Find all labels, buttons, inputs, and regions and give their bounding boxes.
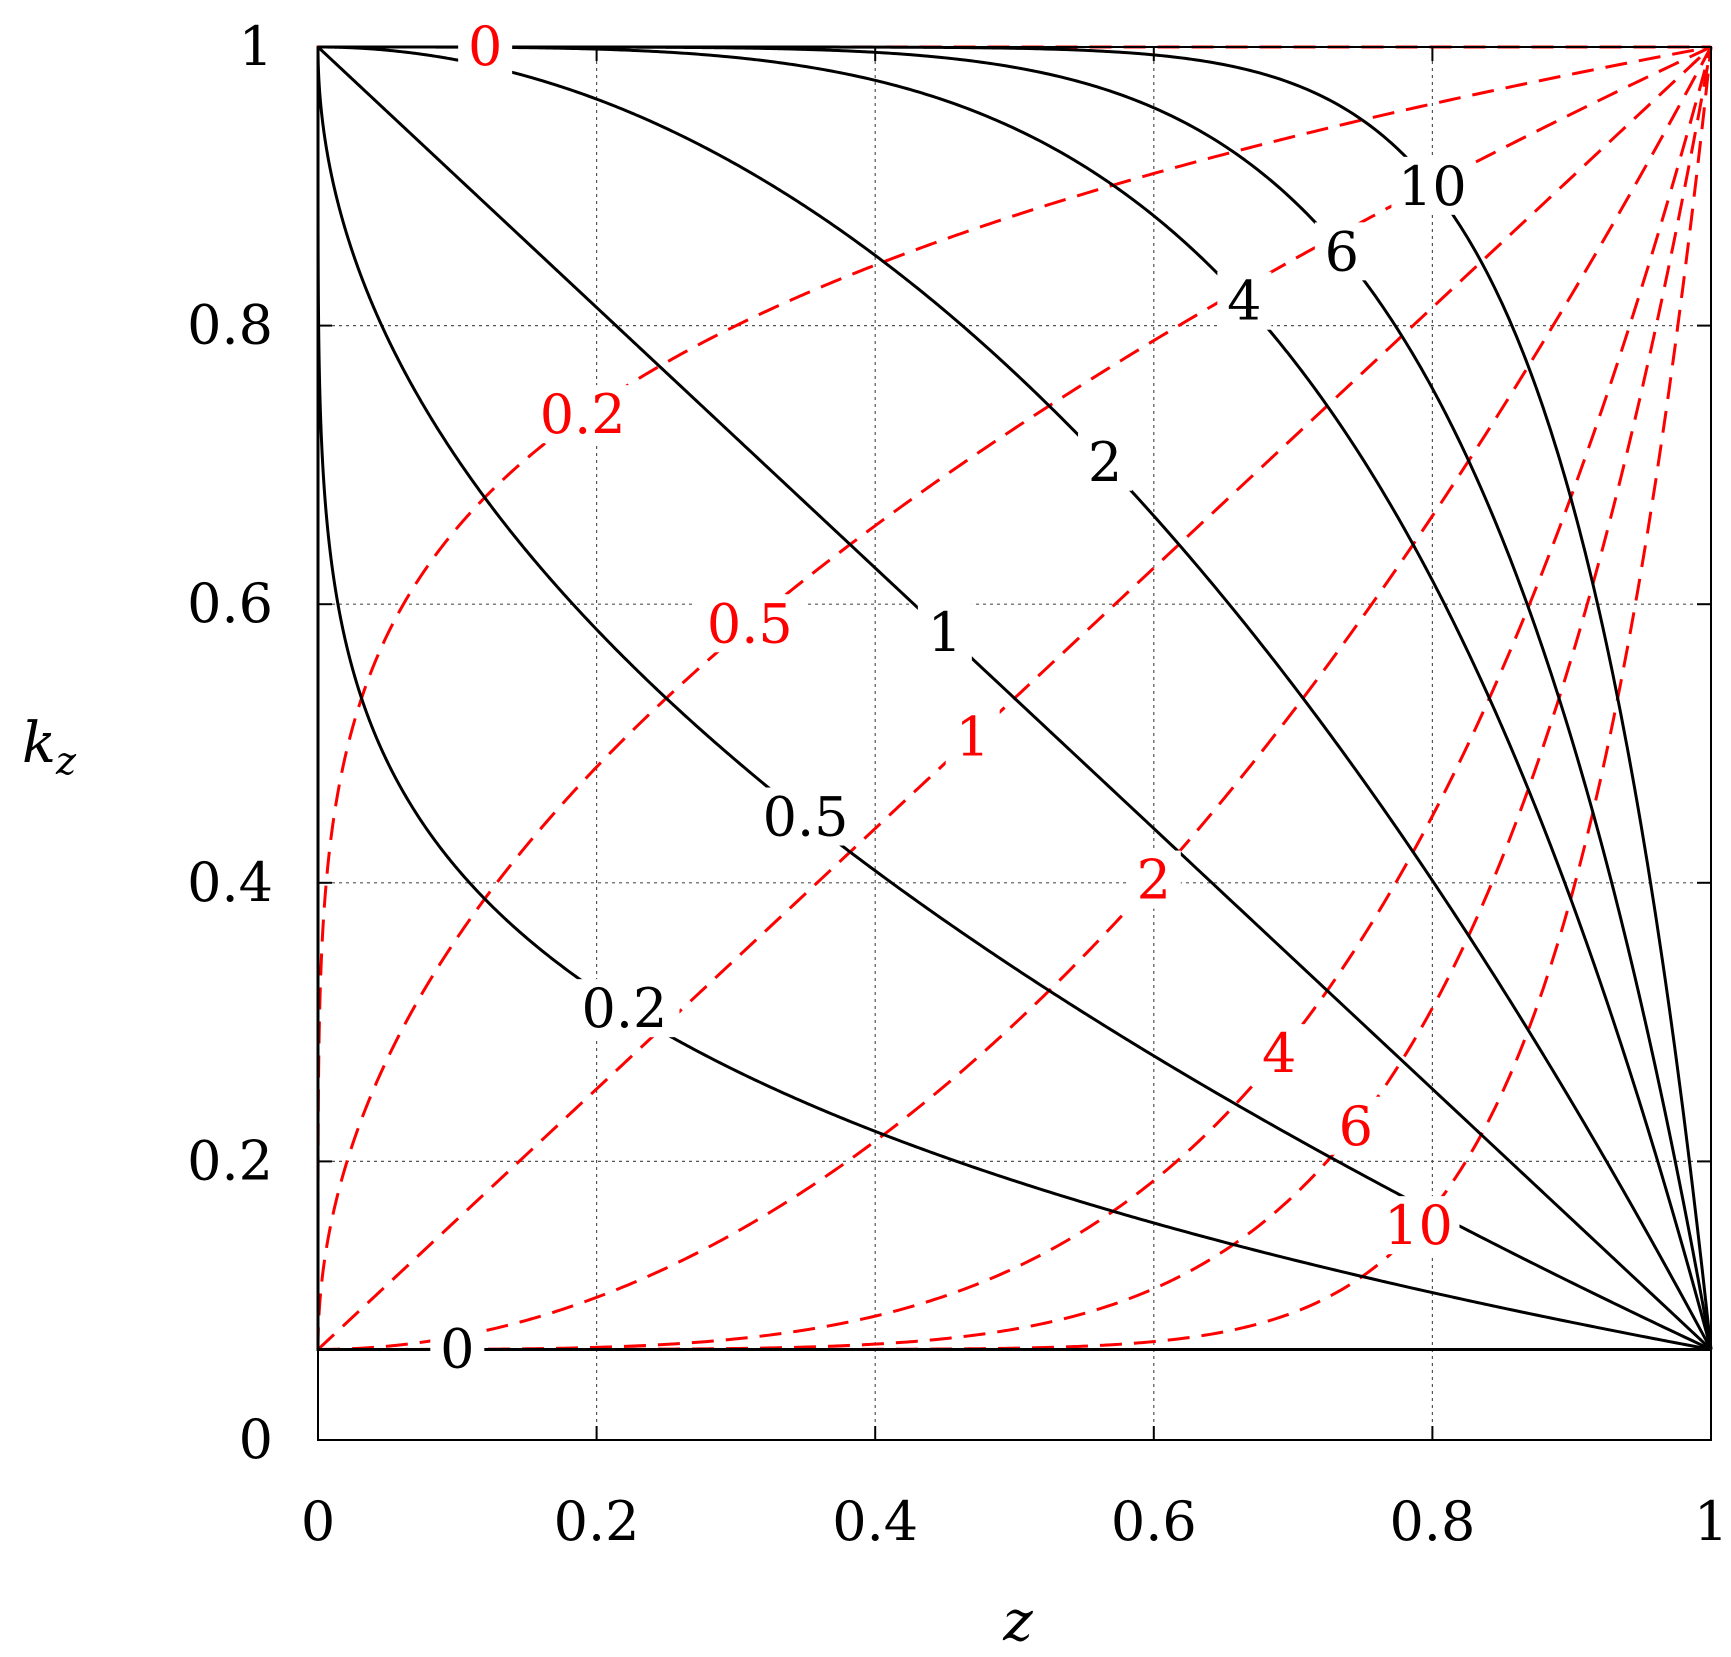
- dashed-curve-label-2: 0.5: [707, 592, 793, 655]
- dashed-curve-label-5: 4: [1262, 1022, 1296, 1085]
- curves-layer: [316, 45, 1713, 1351]
- solid-curve-label-bg-6: [1314, 222, 1369, 281]
- dashed-curve-label-group-2: 0.5: [694, 592, 805, 655]
- dashed-curve-label-4: 2: [1137, 849, 1171, 912]
- solid-curve-label-bg-3: [917, 603, 972, 662]
- solid-curve-label-bg-1: [569, 979, 680, 1038]
- solid-curve-label-0: 0: [440, 1317, 474, 1380]
- solid-curve-2: [316, 47, 1712, 1351]
- dashed-curve-3: [316, 45, 1713, 1351]
- solid-curve-label-4: 2: [1088, 431, 1122, 494]
- x-axis-label: z: [1002, 1589, 1033, 1654]
- dashed-curve-label-bg-6: [1328, 1096, 1383, 1155]
- dashed-curve-1: [316, 45, 1712, 1350]
- solid-curve-3: [316, 45, 1713, 1351]
- dashed-curve-label-bg-2: [694, 594, 805, 653]
- solid-curve-label-1: 0.2: [582, 977, 668, 1040]
- dashed-curve-label-group-7: 10: [1377, 1194, 1460, 1257]
- solid-curve-label-7: 10: [1398, 155, 1467, 218]
- y-axis-label-subscript: z: [55, 739, 77, 783]
- x-tick-label: 0.2: [554, 1490, 640, 1553]
- dashed-curve-label-group-6: 6: [1328, 1095, 1383, 1158]
- dashed-curve-label-3: 1: [956, 705, 990, 768]
- solid-curve-label-group-1: 0.2: [569, 977, 680, 1040]
- solid-curve-label-3: 1: [928, 601, 962, 664]
- solid-curve-label-2: 0.5: [763, 786, 849, 849]
- solid-curve-label-bg-7: [1391, 156, 1474, 215]
- solid-curve-label-group-7: 10: [1391, 155, 1474, 218]
- solid-curve-label-6: 6: [1325, 220, 1359, 283]
- solid-curve-label-group-6: 6: [1314, 220, 1369, 283]
- solid-curve-label-bg-2: [750, 787, 861, 846]
- dashed-curve-label-group-4: 2: [1126, 849, 1181, 912]
- plot-frame: [317, 46, 1712, 1441]
- solid-curve-label-5: 4: [1227, 270, 1261, 333]
- solid-curve-label-bg-5: [1217, 271, 1272, 330]
- grid-layer: [318, 47, 1711, 1440]
- dashed-curve-label-group-5: 4: [1252, 1022, 1307, 1085]
- y-tick-label: 0.4: [187, 851, 273, 914]
- dashed-curve-label-6: 6: [1339, 1095, 1373, 1158]
- dashed-curve-label-bg-3: [945, 707, 1000, 766]
- solid-curve-label-bg-0: [430, 1319, 485, 1378]
- dashed-curve-label-1: 0.2: [540, 383, 626, 446]
- dashed-curve-label-bg-1: [527, 385, 638, 444]
- y-axis-label: kz: [22, 711, 77, 783]
- dashed-curve-label-group-0: 0: [458, 15, 513, 78]
- y-tick-label: 0.6: [187, 572, 273, 635]
- solid-curve-label-group-0: 0: [430, 1317, 485, 1380]
- solid-curve-label-group-4: 2: [1078, 431, 1133, 494]
- dashed-curve-label-bg-5: [1252, 1024, 1307, 1083]
- dashed-curve-label-group-3: 1: [945, 705, 1000, 768]
- y-tick-label: 0: [239, 1408, 273, 1471]
- dashed-curve-label-group-1: 0.2: [527, 383, 638, 446]
- dashed-curve-label-bg-0: [458, 17, 513, 75]
- y-axis-label-main: k: [22, 711, 56, 776]
- solid-curve-label-group-3: 1: [917, 601, 972, 664]
- solid-curve-label-group-2: 0.5: [750, 786, 861, 849]
- x-tick-label: 0.4: [832, 1490, 918, 1553]
- y-tick-label: 0.8: [187, 294, 273, 357]
- dashed-curve-2: [316, 45, 1712, 1350]
- y-tick-label: 0.2: [187, 1129, 273, 1192]
- dashed-curve-label-bg-7: [1377, 1196, 1460, 1255]
- x-tick-label: 0.8: [1389, 1490, 1475, 1553]
- ticks-layer: 0 0.2 0.4 0.6 0.8 100.20.40.60.81: [187, 15, 1728, 1553]
- dashed-curve-label-7: 10: [1384, 1194, 1453, 1257]
- x-tick-label: 0: [301, 1490, 335, 1553]
- dashed-curve-label-bg-4: [1126, 850, 1181, 909]
- x-tick-label: 1: [1694, 1490, 1728, 1553]
- solid-curve-label-group-5: 4: [1217, 270, 1272, 333]
- solid-curve-1: [316, 47, 1712, 1351]
- y-tick-label: 1: [239, 15, 273, 78]
- x-tick-label: 0.6: [1111, 1490, 1197, 1553]
- dashed-curve-label-0: 0: [468, 15, 502, 78]
- solid-curve-label-bg-4: [1078, 432, 1133, 491]
